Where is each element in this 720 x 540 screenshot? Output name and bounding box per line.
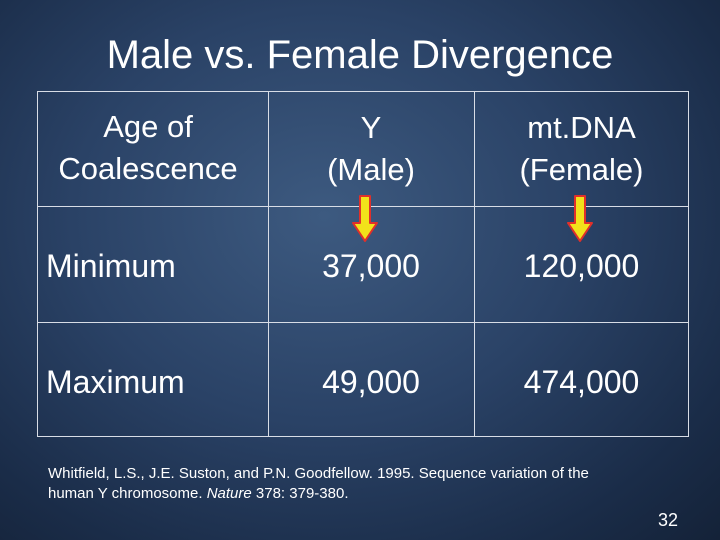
down-arrow-icon xyxy=(567,195,593,242)
cell-y-maximum: 49,000 xyxy=(322,363,420,400)
citation-pages: 378: 379-380. xyxy=(251,485,349,502)
row-label-minimum: Minimum xyxy=(46,248,176,284)
header-line: (Male) xyxy=(327,152,415,187)
page-number: 32 xyxy=(657,510,678,530)
cell-y-minimum: 37,000 xyxy=(322,248,420,284)
header-line: Coalescence xyxy=(58,151,238,186)
row-label-maximum: Maximum xyxy=(46,363,185,400)
column-divider xyxy=(268,92,269,436)
cell-mtdna-minimum: 120,000 xyxy=(523,248,640,284)
header-line: Age of xyxy=(103,109,193,144)
column-divider xyxy=(474,92,475,436)
header-age-of-coalescence: Age of Coalescence xyxy=(38,92,268,206)
citation: Whitfield, L.S., J.E. Suston, and P.N. G… xyxy=(48,464,608,504)
header-line: Y xyxy=(360,110,382,145)
down-arrow-icon xyxy=(352,195,378,242)
slide-title: Male vs. Female Divergence xyxy=(106,33,614,77)
coalescence-table: Age of Coalescence Y (Male) mt.DNA (Fema… xyxy=(37,91,689,437)
row-divider xyxy=(38,322,688,323)
citation-journal: Nature xyxy=(206,485,252,502)
header-mtdna-female: mt.DNA (Female) xyxy=(474,92,689,206)
header-line: mt.DNA xyxy=(527,110,636,145)
header-line: (Female) xyxy=(519,152,644,187)
header-y-male: Y (Male) xyxy=(268,92,474,206)
citation-text: Whitfield, L.S., J.E. Suston, and P.N. G… xyxy=(48,465,589,502)
cell-mtdna-maximum: 474,000 xyxy=(523,363,640,400)
